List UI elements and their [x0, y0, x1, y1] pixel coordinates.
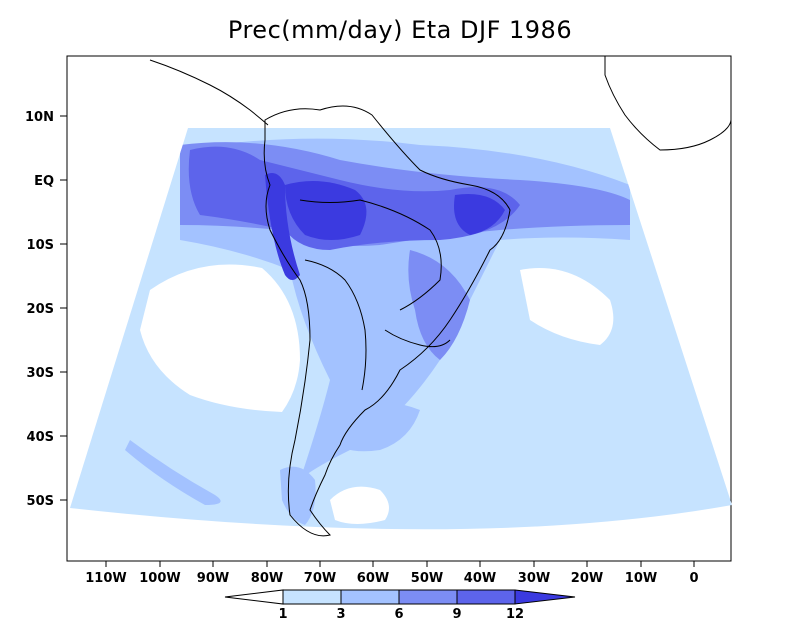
colorbar-swatch-1-3 — [282, 589, 342, 605]
lon-tick-label: 10W — [625, 571, 657, 586]
lat-tick-label: 10N — [25, 110, 54, 125]
lon-tick-label: 20W — [571, 571, 603, 586]
colorbar-swatch-lt1 — [224, 589, 284, 605]
south-america-outline — [263, 105, 511, 537]
colorbar-swatch-3-6 — [340, 589, 400, 605]
colorbar-swatch-gt12 — [514, 589, 576, 605]
continent-outlines — [149, 56, 732, 537]
lon-tick-label: 70W — [304, 571, 336, 586]
band-gt12-andes — [265, 172, 300, 280]
lat-tick-label: 30S — [27, 366, 54, 381]
precip-field — [70, 128, 732, 530]
central-america-outline — [149, 59, 269, 126]
band-3-6-south — [330, 398, 420, 452]
colorbar-swatch-9-12 — [456, 589, 516, 605]
lon-tick-label: 0 — [689, 571, 698, 586]
band-gt12-core — [285, 181, 367, 240]
band-6-9-sacz — [408, 250, 470, 360]
colorbar-swatch-6-9 — [398, 589, 458, 605]
lon-tick-label: 60W — [357, 571, 389, 586]
lon-tick-label: 90W — [197, 571, 229, 586]
dry-zone-patagonia — [330, 486, 389, 524]
band-3-6-pacific-streak — [125, 440, 221, 505]
lon-tick-label: 30W — [518, 571, 550, 586]
border-brazil-south — [384, 329, 451, 348]
lat-tick-label: 40S — [27, 430, 54, 445]
dry-zone-southeast-pacific — [140, 264, 300, 412]
lon-tick-label: 80W — [251, 571, 283, 586]
colorbar-level: 1 — [278, 607, 287, 618]
band-gt12-north — [454, 194, 505, 235]
colorbar-level: 3 — [336, 607, 345, 618]
colorbar-level: 9 — [452, 607, 461, 618]
border-amazon — [299, 199, 442, 311]
lon-tick-label: 40W — [464, 571, 496, 586]
map-title: Prec(mm/day) Eta DJF 1986 — [227, 16, 573, 44]
lat-axis: 10N EQ 10S 20S 30S 40S 50S — [25, 110, 67, 509]
lon-tick-label: 110W — [85, 571, 126, 586]
lat-tick-label: 50S — [27, 494, 54, 509]
lat-tick-label: 20S — [27, 302, 54, 317]
border-andes — [304, 259, 367, 391]
colorbar-level: 12 — [506, 607, 524, 618]
lat-tick-label: 10S — [27, 238, 54, 253]
colorbar-level: 6 — [394, 607, 403, 618]
dry-zone-atlantic — [520, 268, 614, 345]
lon-tick-label: 100W — [139, 571, 180, 586]
lon-axis: 110W 100W 90W 80W 70W 60W 50W 40W 30W 20… — [85, 561, 699, 586]
colorbar: 1 3 6 9 12 — [224, 589, 576, 618]
africa-outline — [604, 56, 732, 151]
lat-tick-label: EQ — [34, 174, 54, 189]
lon-tick-label: 50W — [411, 571, 443, 586]
